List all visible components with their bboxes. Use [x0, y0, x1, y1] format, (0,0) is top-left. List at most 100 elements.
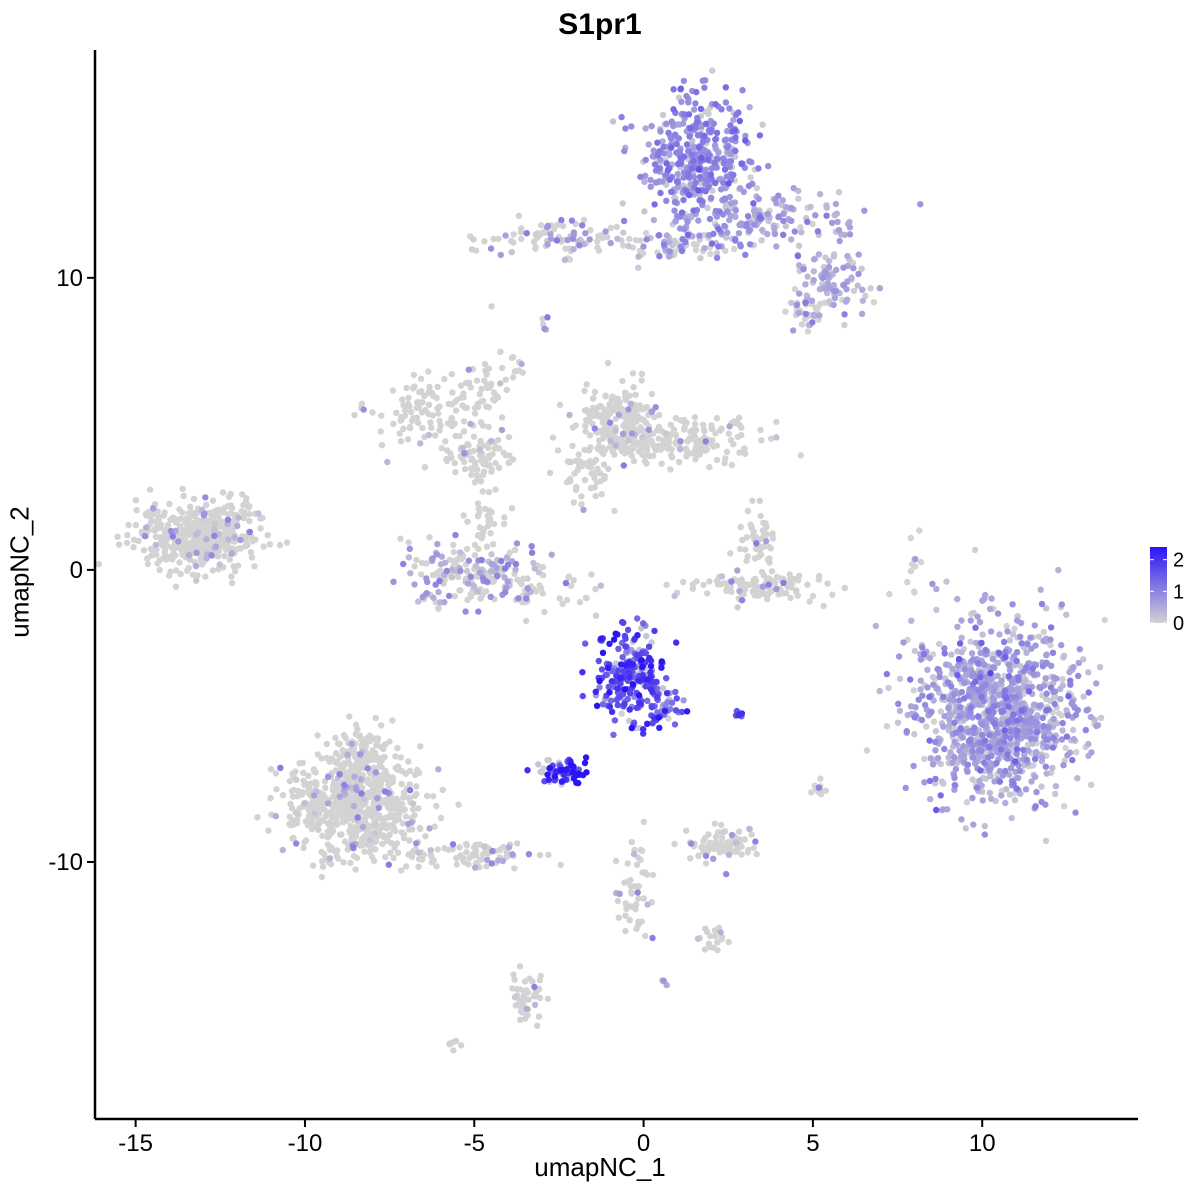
- cell-point: [956, 640, 964, 647]
- cell-point: [594, 238, 601, 245]
- cell-point: [788, 217, 795, 225]
- cell-point: [745, 846, 752, 854]
- cell-point: [686, 191, 693, 199]
- cell-point: [523, 1005, 531, 1012]
- cell-point: [1031, 622, 1039, 629]
- cell-point: [209, 567, 217, 574]
- cell-point: [535, 1013, 543, 1020]
- cell-point: [464, 440, 471, 448]
- cell-point: [793, 587, 800, 594]
- cell-point: [372, 714, 379, 722]
- cell-point: [371, 830, 379, 837]
- cell-point: [733, 839, 740, 846]
- cell-point: [690, 207, 697, 214]
- cell-point: [746, 158, 753, 165]
- cell-point: [426, 534, 433, 541]
- cell-point: [598, 491, 605, 498]
- cell-point: [289, 793, 297, 800]
- cell-point: [614, 685, 621, 692]
- cell-point: [405, 394, 412, 401]
- cell-point: [633, 861, 641, 868]
- cell-point: [619, 654, 626, 661]
- cell-point: [532, 231, 539, 238]
- cell-point: [367, 836, 374, 843]
- cell-point: [764, 230, 771, 238]
- cell-point: [933, 585, 940, 593]
- cell-point: [472, 462, 479, 469]
- cell-point: [385, 861, 392, 868]
- cell-point: [820, 602, 827, 610]
- cell-point: [235, 514, 242, 521]
- cell-point: [357, 842, 364, 849]
- cell-point: [448, 371, 455, 378]
- cell-point: [351, 411, 358, 419]
- cell-point: [642, 229, 650, 237]
- cell-point: [1043, 736, 1050, 743]
- cell-point: [638, 657, 645, 664]
- cell-point: [641, 178, 648, 185]
- cell-point: [640, 620, 647, 627]
- cell-point: [771, 225, 778, 232]
- cell-point: [352, 829, 360, 837]
- cell-point: [411, 581, 418, 588]
- cell-point: [1069, 726, 1077, 734]
- cell-point: [986, 789, 994, 797]
- cell-point: [680, 416, 688, 424]
- cell-point: [635, 264, 642, 271]
- cell-point: [727, 550, 734, 557]
- cell-point: [616, 890, 623, 897]
- cell-point: [720, 160, 728, 167]
- cell-point: [335, 812, 342, 819]
- cell-point: [919, 644, 926, 651]
- cell-point: [225, 511, 232, 518]
- cell-point: [773, 418, 780, 426]
- cell-point: [569, 769, 576, 776]
- cell-point: [582, 422, 589, 429]
- cell-point: [415, 419, 422, 427]
- cell-point: [945, 705, 952, 712]
- cell-point: [765, 590, 772, 597]
- cell-point: [554, 221, 561, 229]
- cell-point: [974, 660, 982, 667]
- cell-point: [468, 471, 475, 479]
- cell-point: [668, 144, 675, 151]
- cell-point: [566, 411, 573, 419]
- cell-point: [696, 197, 703, 204]
- cell-point: [150, 505, 157, 512]
- cell-point: [254, 814, 261, 821]
- cell-point: [695, 144, 703, 151]
- cell-point: [1036, 702, 1043, 710]
- cell-point: [680, 578, 687, 586]
- cell-point: [746, 825, 753, 832]
- cell-point: [824, 580, 831, 587]
- cell-point: [842, 298, 850, 305]
- cell-point: [730, 441, 737, 448]
- cell-point: [928, 708, 935, 715]
- cell-point: [742, 251, 749, 258]
- cell-point: [279, 846, 286, 854]
- cell-point: [758, 437, 765, 444]
- y-axis-label: umapNC_2: [4, 506, 35, 638]
- cell-point: [830, 253, 838, 260]
- cell-point: [1022, 718, 1030, 725]
- cell-point: [832, 287, 840, 295]
- cell-point: [997, 746, 1005, 753]
- cell-point: [406, 403, 413, 410]
- axes: [93, 50, 1138, 1121]
- cell-point: [658, 460, 665, 467]
- cell-point: [1042, 675, 1049, 682]
- cell-point: [1085, 689, 1092, 696]
- cell-point: [1085, 669, 1092, 676]
- cell-point: [775, 192, 782, 199]
- cell-point: [765, 581, 772, 588]
- cell-point: [917, 656, 924, 663]
- cell-point: [957, 704, 964, 711]
- cell-point: [902, 784, 909, 792]
- cell-point: [497, 251, 504, 259]
- cell-point: [628, 724, 635, 732]
- cell-point: [1009, 631, 1017, 638]
- cell-point: [582, 754, 590, 761]
- cell-point: [382, 741, 389, 748]
- cell-point: [968, 650, 976, 657]
- cell-point: [664, 445, 672, 452]
